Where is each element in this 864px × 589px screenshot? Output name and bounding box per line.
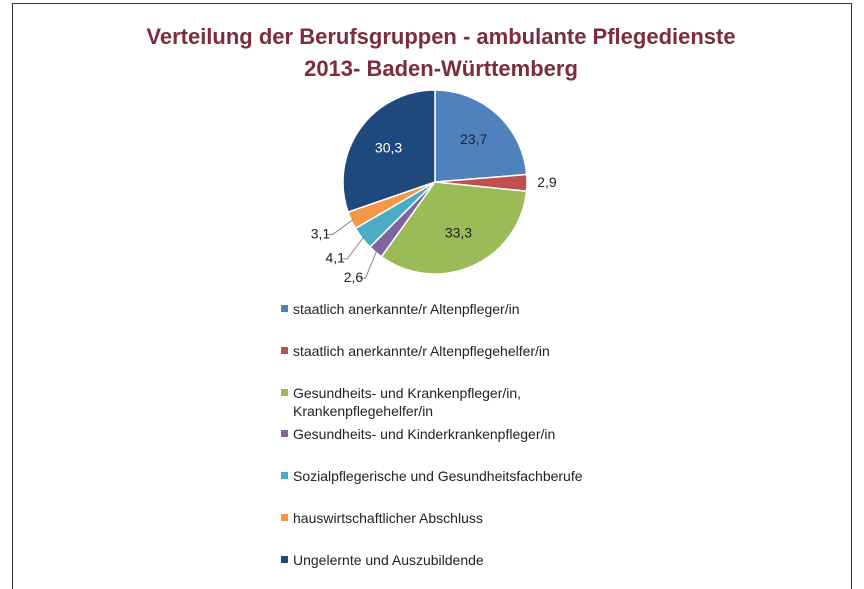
leader-line <box>326 219 354 236</box>
legend-label: hauswirtschaftlicher Abschluss <box>293 510 483 526</box>
data-label: 3,1 <box>311 225 331 241</box>
legend-label: Sozialpflegerische und Gesundheitsfachbe… <box>293 468 583 485</box>
data-label: 2,6 <box>344 269 364 285</box>
legend-item: Gesundheits- und Krankenpfleger/in, Kran… <box>281 384 631 420</box>
data-label: 4,1 <box>325 250 345 266</box>
legend-swatch <box>281 388 288 396</box>
pie-slice <box>380 181 528 275</box>
chart-title: 2013- Baden-Württemberg <box>304 56 578 81</box>
legend-label: staatlich anerkannte/r Altenpfleger/in <box>293 301 520 317</box>
pie-slice <box>434 89 528 183</box>
data-label: 33,3 <box>445 225 472 241</box>
legend-item: hauswirtschaftlicher Abschluss <box>281 509 631 527</box>
data-label: 23,7 <box>460 131 487 147</box>
legend-label: Gesundheits- und Krankenpfleger/in, Kran… <box>293 384 522 419</box>
chart-title: Verteilung der Berufsgruppen - ambulante… <box>146 24 735 49</box>
legend-item: staatlich anerkannte/r Altenpflegehelfer… <box>281 342 631 360</box>
legend-item: Sozialpflegerische und Gesundheitsfachbe… <box>281 467 631 485</box>
legend-swatch <box>281 305 288 312</box>
chart-frame <box>12 3 852 589</box>
data-label: 30,3 <box>375 140 402 156</box>
pie-slice <box>342 89 436 214</box>
legend-swatch <box>281 346 288 354</box>
legend-item: Ungelernte und Auszubildende <box>281 551 631 569</box>
legend-item: staatlich anerkannte/r Altenpfleger/in <box>281 300 631 318</box>
legend-swatch <box>281 555 288 563</box>
leader-line <box>359 250 378 279</box>
legend-swatch <box>281 472 288 480</box>
legend-swatch <box>281 430 288 438</box>
leader-line <box>341 236 365 260</box>
legend-label: Gesundheits- und Kinderkrankenpfleger/in <box>293 426 556 443</box>
data-label: 2,9 <box>537 174 557 190</box>
legend-label: Ungelernte und Auszubildende <box>293 551 484 568</box>
legend-swatch <box>281 514 288 521</box>
legend-label: staatlich anerkannte/r Altenpflegehelfer… <box>293 342 550 359</box>
legend-item: Gesundheits- und Kinderkrankenpfleger/in <box>281 425 631 443</box>
